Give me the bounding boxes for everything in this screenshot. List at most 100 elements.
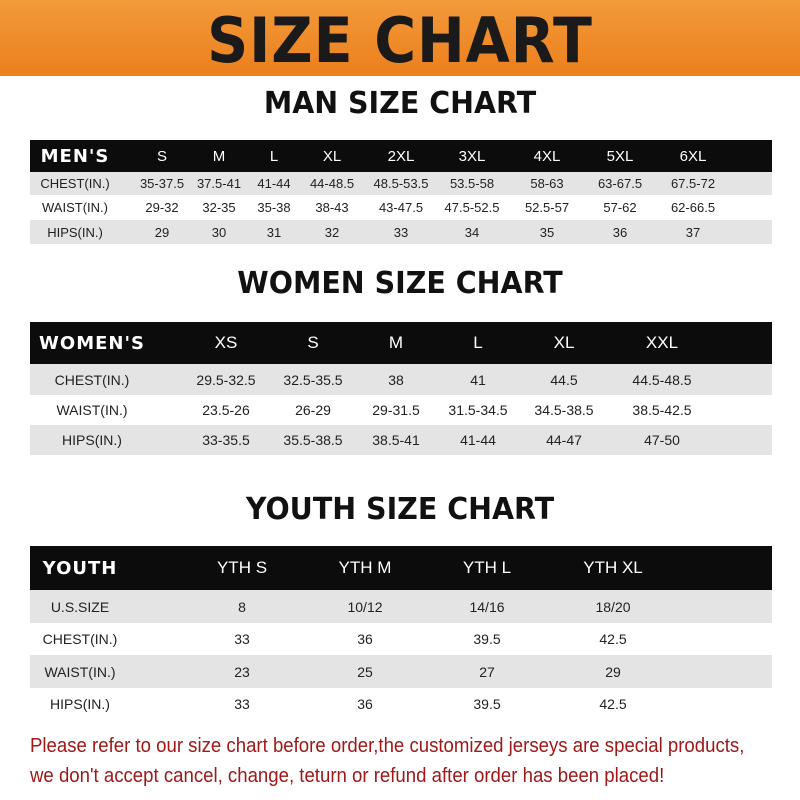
table-cell: 44-47 [546, 432, 582, 448]
table-row: WAIST(IN.) 23.5-26 26-29 29-31.5 31.5-34.5 34… [30, 395, 772, 425]
table-cell: 37 [685, 224, 701, 240]
size-header-cell: 6XL [679, 147, 707, 165]
size-header-cell: M [388, 333, 404, 352]
table-cell: 52.5-57 [524, 200, 570, 215]
table-cell: 36 [612, 224, 628, 240]
table-cell: 34 [464, 224, 480, 240]
table-cell: 47-50 [644, 432, 680, 448]
table-cell: 41 [470, 371, 486, 388]
table-title-cell: MEN'S [40, 145, 110, 167]
table-cell: 57-62 [603, 200, 637, 215]
notice-line-2: we don't accept cancel, change, teturn o… [30, 765, 665, 787]
table-cell: 44.5 [550, 371, 578, 388]
table-cell: 26-29 [295, 402, 331, 418]
table-cell: 31.5-34.5 [448, 402, 508, 418]
size-header-cell: 3XL [458, 147, 486, 165]
table-cell: 36 [357, 696, 373, 712]
table-cell: 67.5-72 [670, 176, 716, 191]
table-cell: 35-37.5 [139, 176, 185, 191]
size-header-cell: S [156, 147, 168, 165]
men-section-title: MAN SIZE CHART [263, 86, 537, 121]
table-cell: 35 [539, 224, 555, 240]
size-header-cell: XL [553, 333, 575, 352]
size-header-cell: XL [322, 147, 342, 165]
banner-title: SIZE CHART [207, 4, 593, 77]
table-cell: 23.5-26 [202, 402, 250, 418]
table-cell: 48.5-53.5 [373, 176, 429, 191]
size-header-cell: YTH S [216, 558, 268, 577]
table-cell: 23 [234, 663, 250, 680]
table-cell: 33-35.5 [202, 432, 250, 448]
women-section-title: WOMEN SIZE CHART [237, 266, 563, 301]
table-cell: 43-47.5 [378, 200, 424, 215]
table-row: WAIST(IN.) 23 25 27 29 [30, 655, 772, 688]
table-cell: 37.5-41 [196, 176, 242, 191]
size-header-cell: 4XL [533, 147, 561, 165]
table-cell: 44.5-48.5 [632, 371, 692, 388]
table-title-cell: WOMEN'S [39, 332, 145, 354]
table-cell: 29 [154, 224, 170, 240]
measure-label: HIPS(IN.) [62, 432, 122, 448]
size-header-cell: YTH L [462, 558, 512, 577]
banner: SIZE CHART [0, 0, 800, 77]
measure-label: HIPS(IN.) [50, 696, 110, 712]
youth-section-title: YOUTH SIZE CHART [245, 492, 555, 527]
size-header-cell: M [212, 147, 226, 165]
table-cell: 42.5 [599, 631, 627, 647]
table-cell: 33 [393, 224, 409, 240]
size-header-cell: YTH XL [583, 558, 643, 577]
table-row: WAIST(IN.) 29-32 32-35 35-38 38-43 43-47.5 47.… [30, 195, 772, 220]
size-header-cell: 2XL [387, 147, 415, 165]
size-header-cell: YTH M [338, 558, 392, 577]
table-row: CHEST(IN.) 29.5-32.5 32.5-35.5 38 41 44.5 44.5… [30, 364, 772, 395]
table-cell: 36 [357, 631, 373, 647]
table-row: CHEST(IN.) 35-37.5 37.5-41 41-44 44-48.5 48.5… [30, 172, 772, 195]
table-row: CHEST(IN.) 33 36 39.5 42.5 [30, 623, 772, 655]
table-cell: 33 [234, 631, 250, 647]
measure-label: WAIST(IN.) [42, 200, 108, 215]
table-cell: 32 [324, 224, 340, 240]
table-cell: 44-48.5 [309, 176, 355, 191]
table-cell: 32.5-35.5 [283, 371, 343, 388]
measure-label: WAIST(IN.) [56, 402, 128, 418]
table-cell: 35-38 [257, 200, 291, 215]
table-cell: 25 [357, 663, 373, 680]
table-cell: 14/16 [469, 598, 505, 615]
table-cell: 29-32 [145, 200, 179, 215]
table-cell: 47.5-52.5 [444, 200, 500, 215]
table-title-cell: YOUTH [42, 557, 118, 579]
table-cell: 38.5-41 [372, 432, 420, 448]
table-cell: 63-67.5 [597, 176, 643, 191]
table-cell: 62-66.5 [670, 200, 716, 215]
measure-label: CHEST(IN.) [54, 371, 130, 388]
size-header-cell: XXL [645, 333, 679, 352]
table-cell: 35.5-38.5 [283, 432, 343, 448]
size-header-cell: L [269, 147, 279, 165]
size-header-cell: L [473, 333, 483, 352]
table-cell: 8 [238, 598, 246, 615]
measure-label: U.S.SIZE [50, 598, 110, 615]
table-cell: 39.5 [473, 696, 501, 712]
table-cell: 38.5-42.5 [632, 402, 692, 418]
size-header-cell: XS [214, 333, 238, 352]
table-row: HIPS(IN.) 33 36 39.5 42.5 [30, 688, 772, 720]
table-cell: 38-43 [315, 200, 349, 215]
table-cell: 29-31.5 [372, 402, 420, 418]
table-cell: 38 [388, 371, 404, 388]
size-header-cell: S [307, 333, 319, 352]
table-cell: 42.5 [599, 696, 627, 712]
table-row: U.S.SIZE 8 10/12 14/16 18/20 [30, 590, 772, 623]
size-header-cell: 5XL [606, 147, 634, 165]
table-cell: 41-44 [460, 432, 496, 448]
table-cell: 39.5 [473, 631, 501, 647]
table-cell: 34.5-38.5 [534, 402, 594, 418]
table-cell: 58-63 [530, 176, 564, 191]
table-cell: 29 [605, 663, 621, 680]
table-cell: 10/12 [347, 598, 383, 615]
table-cell: 18/20 [595, 598, 631, 615]
measure-label: WAIST(IN.) [44, 663, 116, 680]
notice-line-1: Please refer to our size chart before or… [30, 735, 745, 757]
table-row: HIPS(IN.) 29 30 31 32 33 34 35 36 37 [30, 220, 772, 244]
measure-label: CHEST(IN.) [42, 631, 118, 647]
measure-label: HIPS(IN.) [47, 224, 103, 240]
